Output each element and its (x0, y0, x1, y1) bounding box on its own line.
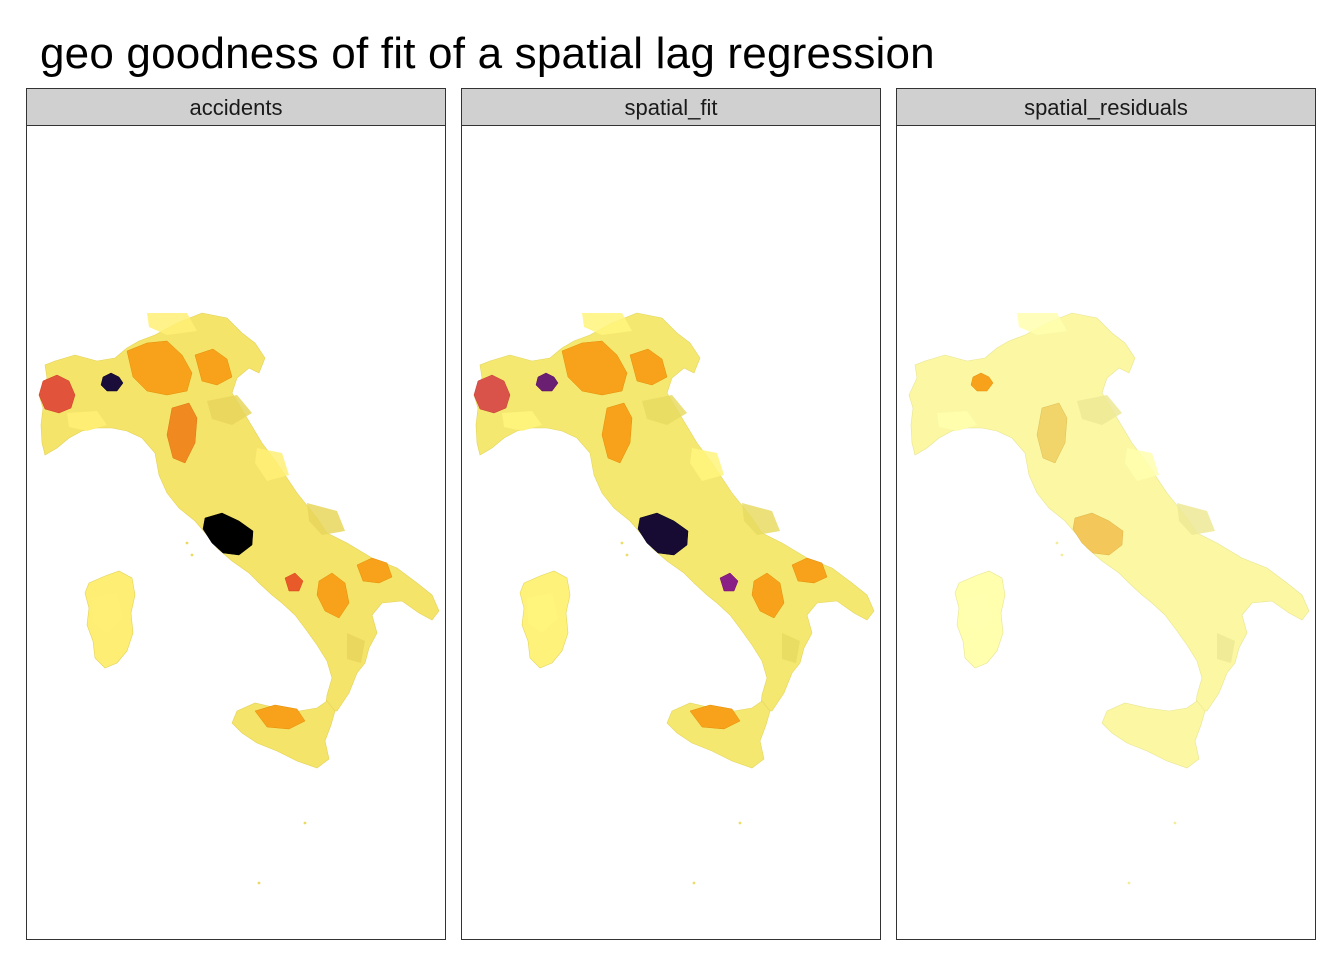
province-patch (255, 448, 289, 481)
facet-panel-accidents: accidents (26, 88, 446, 940)
province-north-west-2 (535, 372, 559, 392)
province-patch (690, 448, 724, 481)
facet-panel-spatial-residuals: spatial_residuals (896, 88, 1316, 940)
map-svg (38, 312, 440, 885)
province-center-west (202, 512, 254, 556)
islet (1127, 881, 1131, 885)
italy-choropleth-map (27, 126, 445, 939)
province-south-east (791, 557, 828, 584)
province-center-west (1072, 512, 1124, 556)
islet (738, 821, 742, 825)
province-patch (937, 411, 977, 431)
province-patch (347, 633, 365, 663)
islet (1060, 553, 1064, 557)
italy-choropleth-map (462, 126, 880, 939)
province-north-west-1 (38, 374, 76, 414)
islet (185, 541, 189, 545)
province-islands-south (689, 704, 741, 730)
islet (257, 881, 261, 885)
province-south-west (719, 572, 739, 592)
facet-panel-spatial-fit: spatial_fit (461, 88, 881, 940)
islet (692, 881, 696, 885)
province-center-1 (1036, 402, 1068, 464)
province-patch (1077, 395, 1122, 425)
province-north-west-2 (970, 372, 994, 392)
islet (620, 541, 624, 545)
province-patch (527, 593, 558, 633)
province-north-west-1 (473, 374, 511, 414)
province-patch (207, 395, 252, 425)
province-patch (1017, 313, 1067, 335)
islet (1055, 541, 1059, 545)
map-svg (908, 312, 1310, 885)
italy-choropleth-map (897, 126, 1315, 939)
province-north-east (629, 348, 668, 386)
province-patch (92, 593, 123, 633)
sicily-region (1101, 700, 1206, 769)
province-north-east (194, 348, 233, 386)
facet-strip-label: spatial_fit (462, 89, 880, 126)
province-north-center (561, 340, 628, 396)
islet (625, 553, 629, 557)
province-center-1 (601, 402, 633, 464)
province-north-west-2 (100, 372, 124, 392)
province-patch (1177, 503, 1215, 535)
islet (190, 553, 194, 557)
province-patch (67, 411, 107, 431)
province-patch (1217, 633, 1235, 663)
province-center-1 (166, 402, 198, 464)
islet (1173, 821, 1177, 825)
province-patch (962, 593, 993, 633)
province-patch (1125, 448, 1159, 481)
province-south-east (356, 557, 393, 584)
map-svg (473, 312, 875, 885)
province-islands-south (254, 704, 306, 730)
plot-title: geo goodness of fit of a spatial lag reg… (40, 29, 935, 78)
facet-strip-label: accidents (27, 89, 445, 126)
province-patch (582, 313, 632, 335)
province-south-center (751, 572, 785, 619)
islet (303, 821, 307, 825)
province-south-center (316, 572, 350, 619)
province-south-west (284, 572, 304, 592)
province-patch (147, 313, 197, 335)
province-patch (642, 395, 687, 425)
province-patch (307, 503, 345, 535)
province-patch (782, 633, 800, 663)
province-center-west (637, 512, 689, 556)
facet-strip-label: spatial_residuals (897, 89, 1315, 126)
province-patch (502, 411, 542, 431)
province-north-center (126, 340, 193, 396)
province-patch (742, 503, 780, 535)
